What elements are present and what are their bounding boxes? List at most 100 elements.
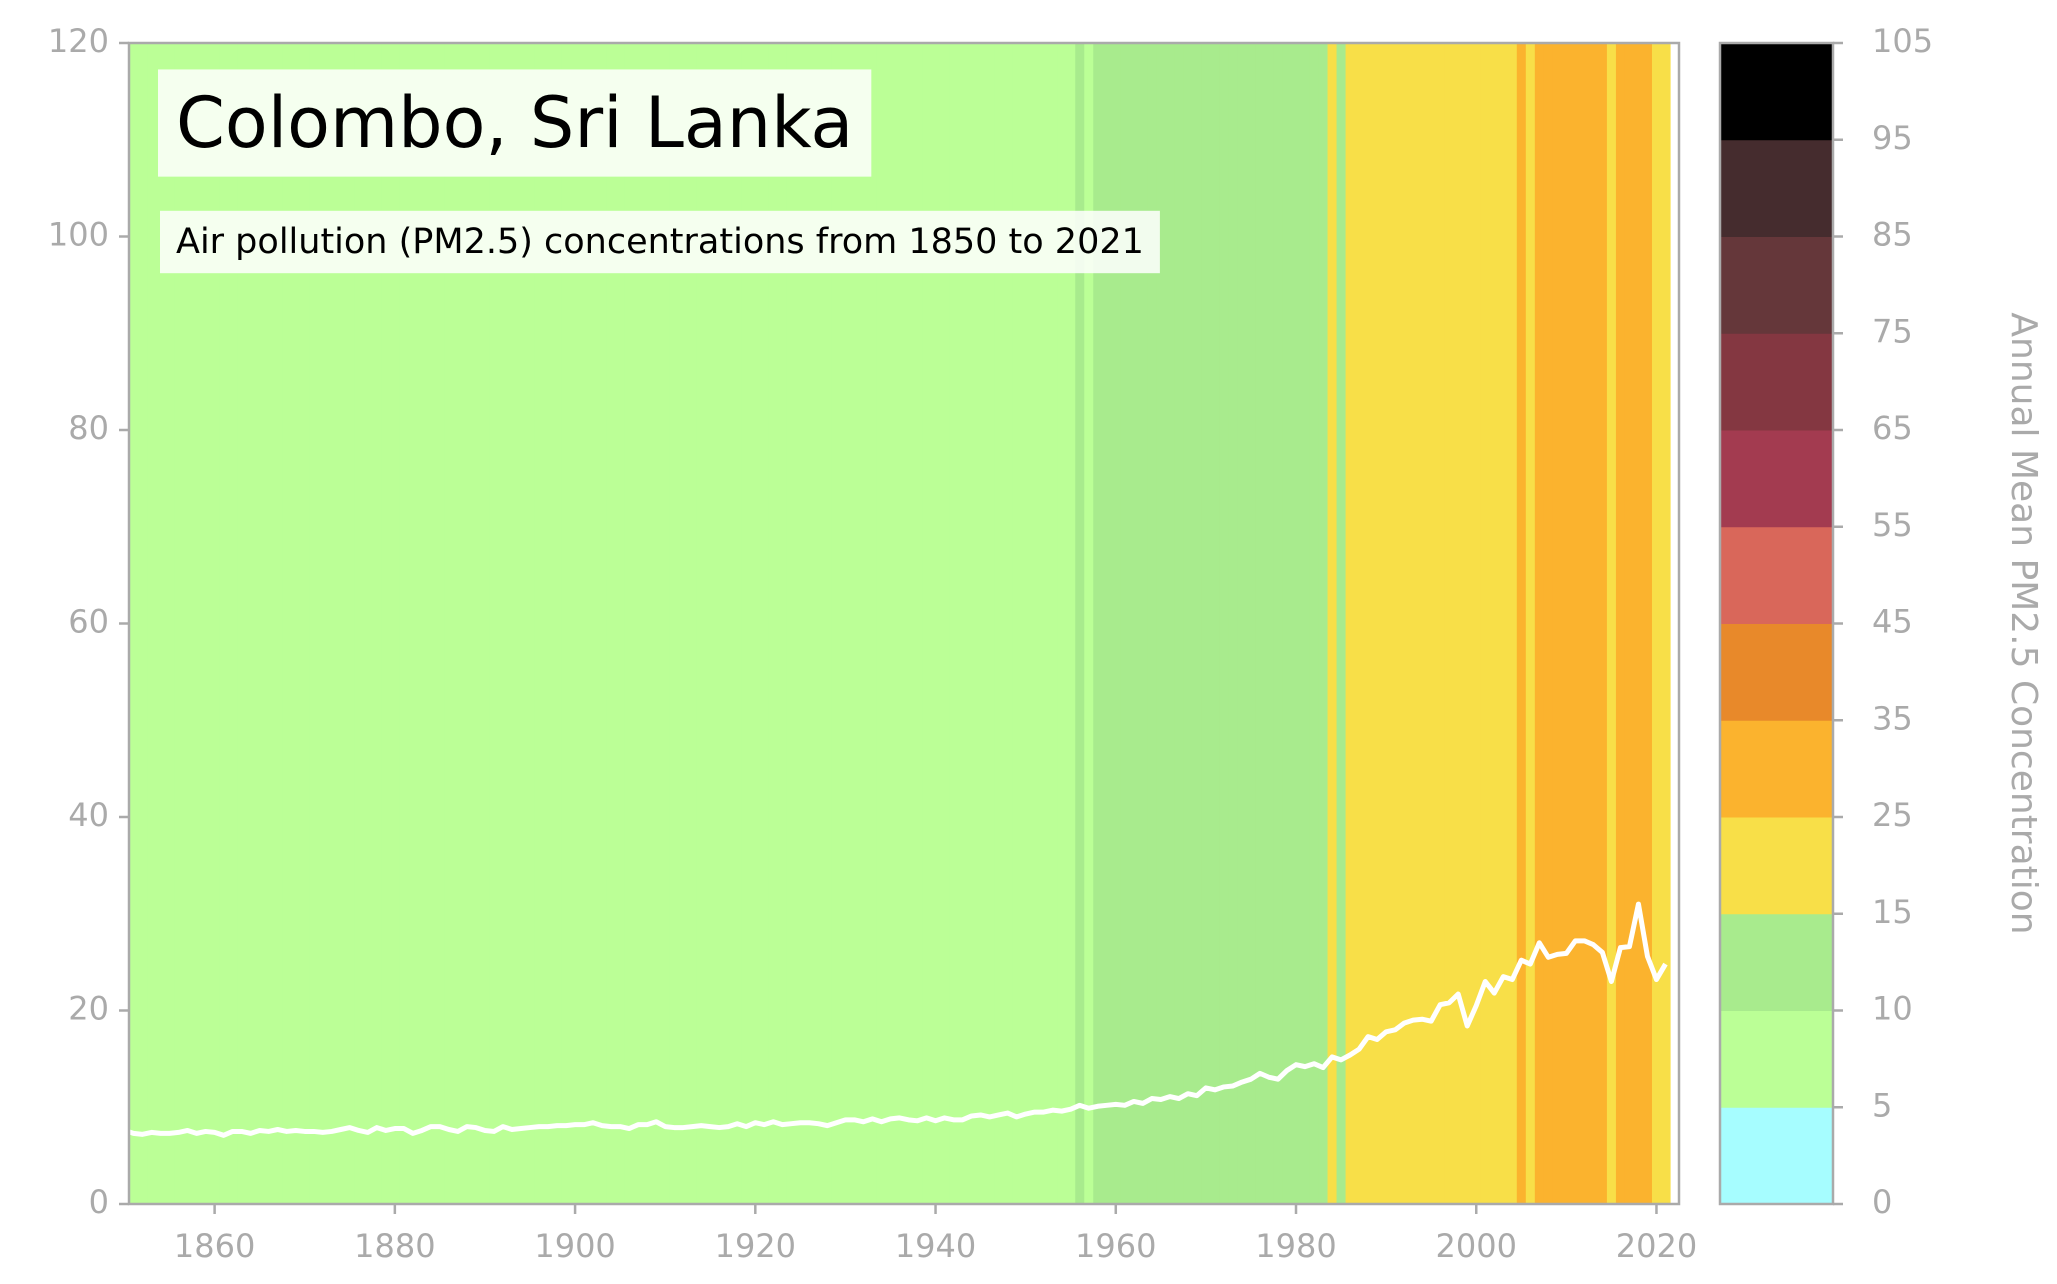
stripe xyxy=(1579,43,1590,1204)
x-tick-label: 1960 xyxy=(1075,1227,1156,1265)
stripe xyxy=(940,43,950,1204)
stripe xyxy=(1327,43,1338,1204)
stripe xyxy=(1012,43,1022,1204)
stripe xyxy=(885,43,896,1204)
stripe xyxy=(876,43,887,1204)
stripe xyxy=(687,43,698,1204)
stripe xyxy=(795,43,806,1204)
colorbar-band xyxy=(1720,526,1833,624)
stripe xyxy=(264,43,274,1204)
colorbar-tick-label: 85 xyxy=(1872,216,1913,254)
y-tick-label: 80 xyxy=(68,409,109,447)
stripe xyxy=(723,43,734,1204)
stripe xyxy=(552,43,563,1204)
stripe xyxy=(1651,43,1662,1204)
x-tick-label: 1880 xyxy=(354,1227,435,1265)
stripe xyxy=(372,43,382,1204)
stripe xyxy=(858,43,869,1204)
stripe xyxy=(1057,43,1067,1204)
stripe xyxy=(327,43,337,1204)
stripe xyxy=(1489,43,1500,1204)
stripe xyxy=(931,43,941,1204)
colorbar-tick-label: 35 xyxy=(1872,699,1913,737)
stripe xyxy=(1453,43,1464,1204)
stripe xyxy=(399,43,409,1204)
stripe xyxy=(300,43,310,1204)
stripe xyxy=(904,43,914,1204)
colorbar-band xyxy=(1720,43,1833,141)
stripe xyxy=(1372,43,1383,1204)
stripe xyxy=(651,43,662,1204)
stripe xyxy=(237,43,247,1204)
stripe xyxy=(1003,43,1013,1204)
stripe xyxy=(1354,43,1365,1204)
stripe xyxy=(192,43,202,1204)
stripe xyxy=(597,43,608,1204)
colorbar-tick-label: 95 xyxy=(1872,119,1913,157)
stripe xyxy=(1174,43,1184,1204)
stripe xyxy=(1309,43,1320,1204)
colorbar-band xyxy=(1720,1010,1833,1108)
stripe xyxy=(1471,43,1482,1204)
stripe xyxy=(480,43,491,1204)
stripe xyxy=(156,43,166,1204)
colorbar-tick-label: 105 xyxy=(1872,22,1933,60)
stripe xyxy=(759,43,770,1204)
colorbar-tick-label: 0 xyxy=(1872,1183,1892,1221)
y-tick-label: 60 xyxy=(68,603,109,641)
stripe xyxy=(985,43,995,1204)
x-tick-label: 1940 xyxy=(895,1227,976,1265)
stripe xyxy=(1318,43,1329,1204)
stripe xyxy=(1111,43,1121,1204)
stripe xyxy=(444,43,455,1204)
colorbar-band xyxy=(1720,913,1833,1011)
stripe xyxy=(1381,43,1392,1204)
stripe xyxy=(1048,43,1058,1204)
stripe xyxy=(633,43,644,1204)
stripe xyxy=(1534,43,1545,1204)
stripe xyxy=(1480,43,1491,1204)
stripe xyxy=(471,43,482,1204)
stripe xyxy=(678,43,689,1204)
stripe xyxy=(1633,43,1644,1204)
stripe xyxy=(1165,43,1175,1204)
stripe xyxy=(1138,43,1148,1204)
stripe xyxy=(894,43,905,1204)
chart-title-box xyxy=(158,69,872,177)
stripe xyxy=(282,43,292,1204)
chart-subtitle-box xyxy=(160,210,1160,274)
stripe xyxy=(1201,43,1211,1204)
stripe xyxy=(922,43,932,1204)
stripe xyxy=(1606,43,1617,1204)
y-tick-label: 120 xyxy=(48,22,109,60)
stripe xyxy=(949,43,959,1204)
stripes xyxy=(129,43,1671,1204)
stripe xyxy=(1093,43,1103,1204)
stripe xyxy=(462,43,473,1204)
stripe xyxy=(336,43,346,1204)
stripe xyxy=(525,43,536,1204)
pm25-line xyxy=(129,901,1668,1138)
colorbar-band xyxy=(1720,817,1833,915)
stripe xyxy=(1156,43,1166,1204)
stripe xyxy=(1390,43,1401,1204)
stripe xyxy=(840,43,851,1204)
stripe xyxy=(318,43,328,1204)
stripe xyxy=(660,43,671,1204)
stripe xyxy=(1660,43,1671,1204)
stripe xyxy=(1525,43,1536,1204)
stripe xyxy=(210,43,220,1204)
stripe xyxy=(417,43,427,1204)
stripe xyxy=(273,43,283,1204)
stripe xyxy=(1561,43,1572,1204)
stripe xyxy=(615,43,626,1204)
stripe xyxy=(696,43,707,1204)
stripe xyxy=(165,43,175,1204)
stripe xyxy=(1336,43,1347,1204)
stripe xyxy=(1507,43,1518,1204)
stripe xyxy=(669,43,680,1204)
chart-title: Colombo, Sri Lanka xyxy=(176,82,853,164)
x-tick-label: 1860 xyxy=(174,1227,255,1265)
